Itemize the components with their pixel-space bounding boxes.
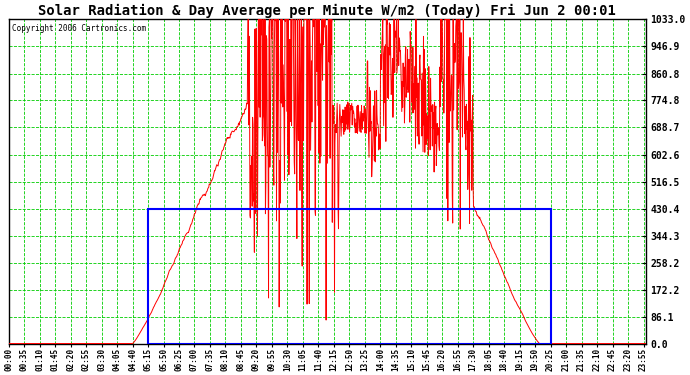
Title: Solar Radiation & Day Average per Minute W/m2 (Today) Fri Jun 2 00:01: Solar Radiation & Day Average per Minute… (38, 4, 616, 18)
Bar (148, 209, 551, 344)
Text: Copyright 2006 Cartronics.com: Copyright 2006 Cartronics.com (12, 24, 146, 33)
